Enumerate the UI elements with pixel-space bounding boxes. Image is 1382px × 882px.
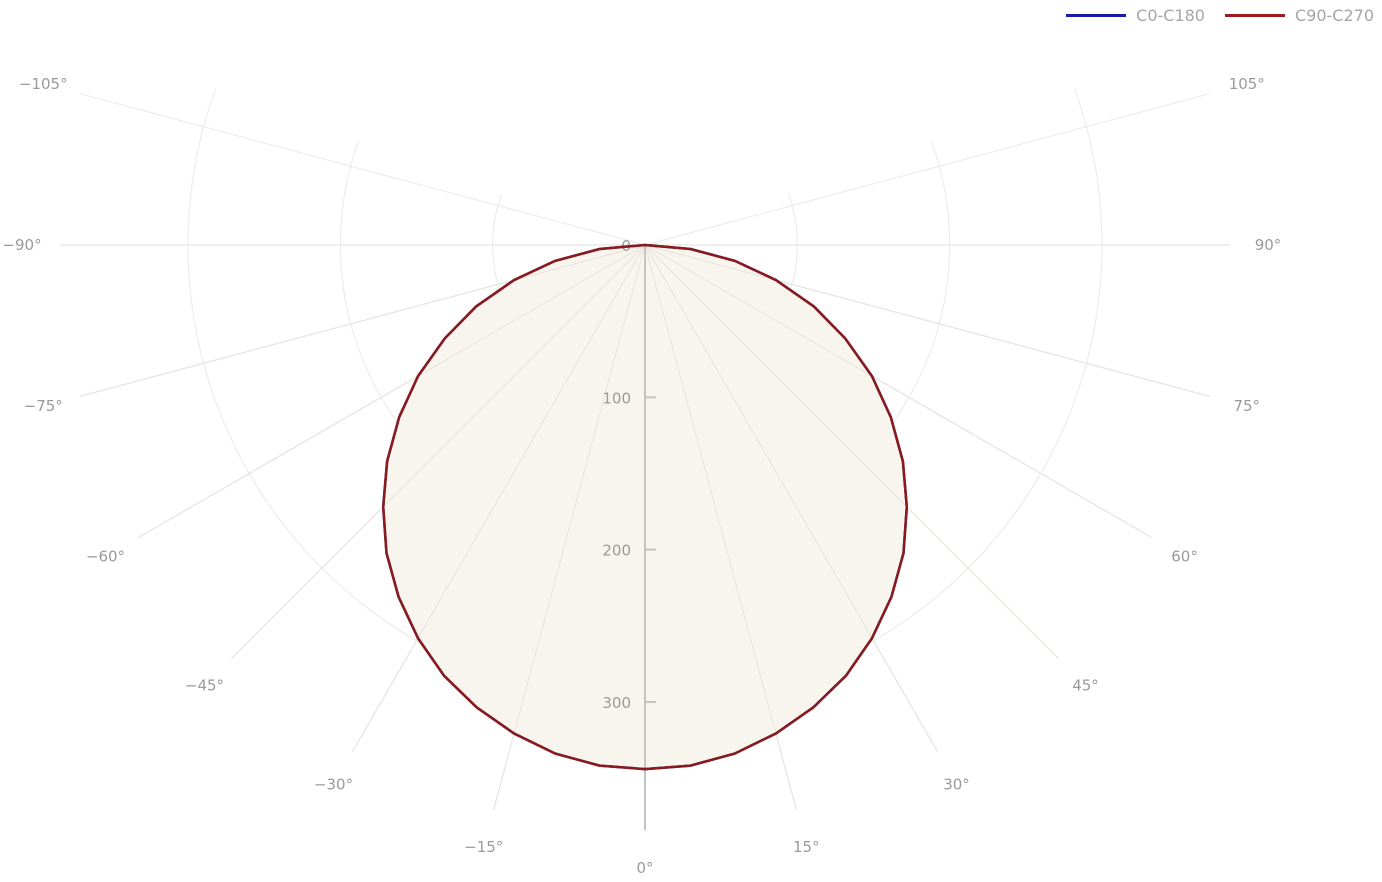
angular-tick-label: 15°	[793, 838, 820, 856]
radial-tick-label: 200	[602, 542, 631, 560]
radial-tick-label: 100	[602, 389, 631, 407]
angular-grid-line-inner	[644, 244, 797, 811]
angular-grid-line-inner	[644, 244, 938, 752]
legend-swatch-blue	[1066, 14, 1127, 17]
radial-tick-label: 300	[602, 694, 631, 712]
angular-tick-label: −105°	[19, 75, 68, 93]
legend-label: C90-C270	[1294, 6, 1374, 25]
angular-grid-line-inner	[644, 244, 1211, 397]
angular-tick-label: −45°	[185, 677, 224, 695]
legend-swatch-red	[1224, 14, 1285, 17]
angular-grid-line-inner	[644, 244, 1152, 538]
angular-tick-label: −15°	[464, 838, 503, 856]
angular-tick-label: 90°	[1255, 236, 1282, 254]
angular-tick-label: 75°	[1233, 397, 1260, 415]
angular-tick-label: 30°	[943, 776, 970, 794]
angular-tick-label: −60°	[86, 548, 125, 566]
angular-tick-label: 0°	[636, 859, 653, 877]
angular-grid-line	[79, 93, 646, 246]
angular-grid-line-inner	[493, 244, 646, 811]
angular-grid-line-inner	[352, 244, 646, 752]
angular-grid-line-inner	[138, 244, 646, 538]
legend-item-c90-c270[interactable]: C90-C270	[1224, 6, 1374, 25]
angular-grid-line-inner	[230, 244, 646, 660]
legend-label: C0-C180	[1136, 6, 1205, 25]
legend-item-c0-c180[interactable]: C0-C180	[1066, 6, 1205, 25]
angular-tick-label: 105°	[1229, 75, 1265, 93]
angular-grid-line	[644, 93, 1211, 246]
angular-grid-line-inner	[644, 244, 1060, 660]
angular-tick-label: −75°	[24, 397, 63, 415]
series-line-c90-c270	[381, 243, 909, 771]
legend: C0-C180 C90-C270	[1066, 6, 1374, 25]
angular-tick-label: 60°	[1171, 548, 1198, 566]
angular-tick-label: 45°	[1072, 677, 1099, 695]
angular-grid-line-inner	[79, 244, 646, 397]
angular-tick-label: −30°	[314, 776, 353, 794]
angular-tick-label: −90°	[2, 236, 41, 254]
